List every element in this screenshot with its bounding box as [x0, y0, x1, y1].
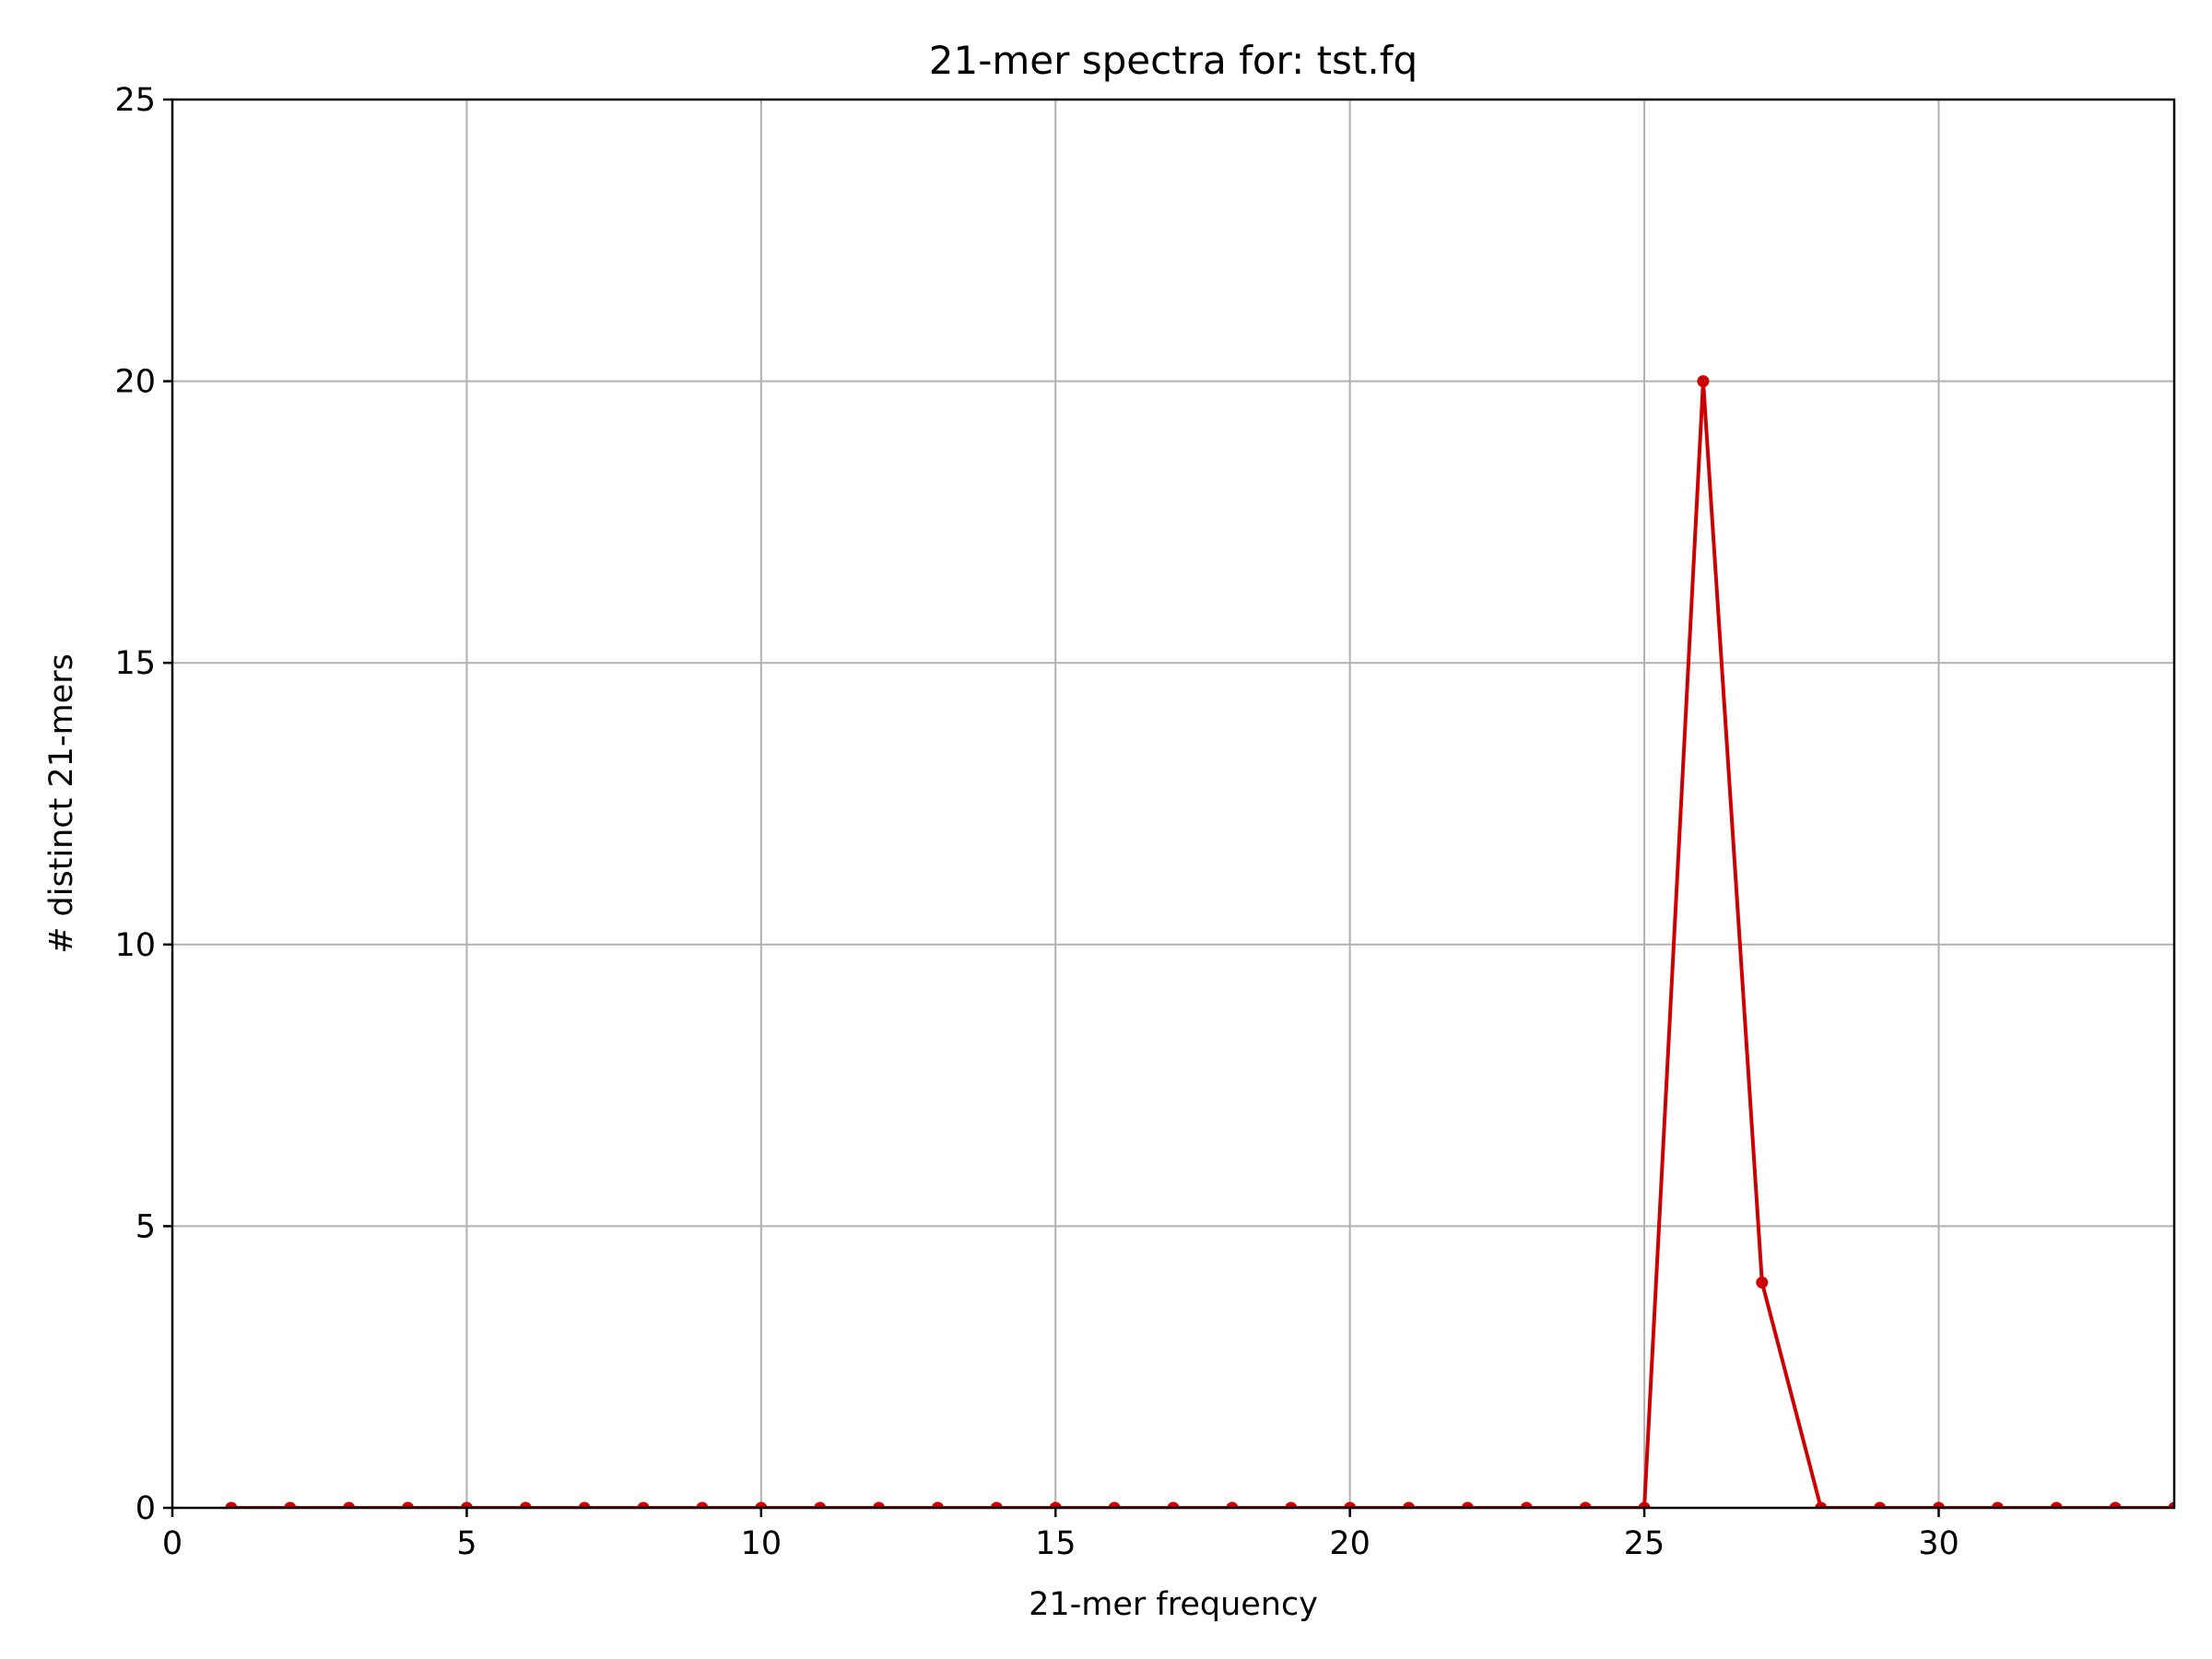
- y-tick-label: 20: [114, 364, 156, 401]
- y-tick-label: 10: [114, 927, 156, 964]
- data-point: [1991, 1501, 2004, 1508]
- data-point: [1226, 1501, 1239, 1508]
- data-point: [460, 1501, 473, 1508]
- data-point: [1049, 1501, 1062, 1508]
- x-axis-label: 21-mer frequency: [1029, 1586, 1318, 1623]
- data-point: [814, 1501, 827, 1508]
- x-tick-label: 15: [1035, 1525, 1077, 1562]
- x-tick-label: 20: [1329, 1525, 1371, 1562]
- x-tick-label: 5: [456, 1525, 477, 1562]
- data-point: [1932, 1501, 1945, 1508]
- x-tick-label: 30: [1918, 1525, 1959, 1562]
- y-tick-label: 25: [114, 82, 156, 119]
- axes-frame: [171, 98, 2176, 1510]
- x-tick-label: 0: [162, 1525, 182, 1562]
- series-layer: [225, 375, 2174, 1508]
- x-tick-label: 10: [741, 1525, 782, 1562]
- y-axis-label: # distinct 21-mers: [43, 653, 80, 954]
- data-point: [225, 1501, 238, 1508]
- y-tick-label: 0: [135, 1490, 156, 1527]
- chart-title: 21-mer spectra for: tst.fq: [929, 38, 1418, 83]
- data-point: [1108, 1501, 1121, 1508]
- data-point: [2050, 1501, 2063, 1508]
- data-point: [1638, 1501, 1651, 1508]
- data-point: [402, 1501, 415, 1508]
- y-tick-label: 15: [114, 645, 156, 682]
- data-point: [1697, 375, 1710, 388]
- data-point: [873, 1501, 886, 1508]
- data-point: [1167, 1501, 1180, 1508]
- data-point: [1285, 1501, 1298, 1508]
- data-point: [343, 1501, 356, 1508]
- data-point: [696, 1501, 709, 1508]
- data-point: [755, 1501, 768, 1508]
- data-point: [637, 1501, 650, 1508]
- y-tick-label: 5: [135, 1208, 156, 1245]
- data-point: [578, 1501, 591, 1508]
- data-point: [2168, 1501, 2174, 1508]
- data-point: [2109, 1501, 2122, 1508]
- data-point: [1403, 1501, 1416, 1508]
- data-point: [1461, 1501, 1474, 1508]
- data-point: [1579, 1501, 1592, 1508]
- data-point: [284, 1501, 297, 1508]
- data-point: [519, 1501, 532, 1508]
- data-point: [1756, 1277, 1769, 1289]
- data-point: [1874, 1501, 1887, 1508]
- data-point: [1344, 1501, 1357, 1508]
- data-point: [1815, 1501, 1828, 1508]
- tick-layer: 0 5 10 15 20 25 30 0 5 10 15 20 25: [114, 82, 1959, 1562]
- data-point: [990, 1501, 1003, 1508]
- x-tick-label: 25: [1624, 1525, 1665, 1562]
- data-point: [931, 1501, 944, 1508]
- data-point: [1520, 1501, 1533, 1508]
